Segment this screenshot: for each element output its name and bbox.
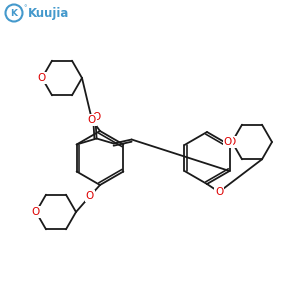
Text: °: °: [23, 5, 27, 11]
Text: O: O: [215, 187, 223, 197]
Text: O: O: [88, 115, 96, 125]
Text: K: K: [11, 8, 17, 17]
Text: O: O: [38, 73, 46, 83]
Text: O: O: [224, 137, 232, 147]
Text: O: O: [228, 137, 236, 147]
Text: O: O: [86, 191, 94, 201]
Text: Kuujia: Kuujia: [28, 7, 69, 20]
Text: O: O: [92, 112, 101, 122]
Text: O: O: [32, 207, 40, 217]
